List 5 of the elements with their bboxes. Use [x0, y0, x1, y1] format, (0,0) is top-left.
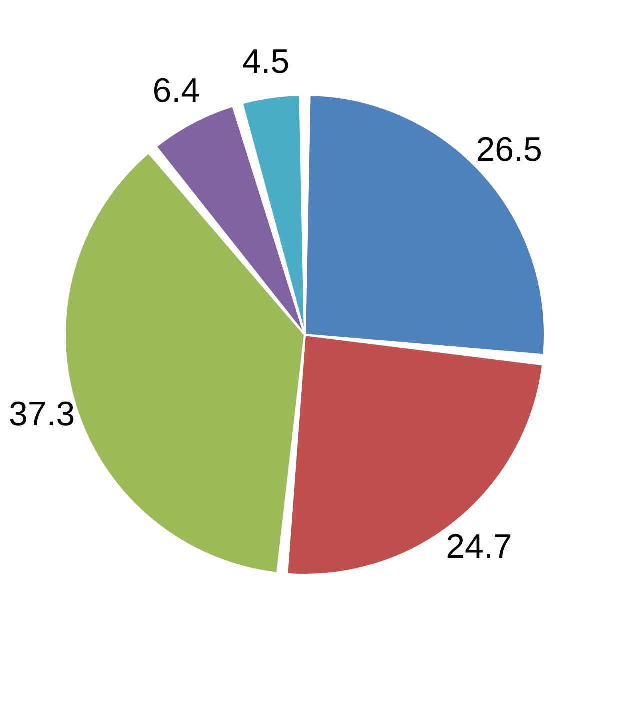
data-label: 26.5	[476, 130, 542, 169]
data-label: 4.5	[242, 42, 290, 81]
data-label: 6.4	[152, 72, 200, 110]
data-label: 24.7	[446, 528, 512, 566]
data-label: 37.3	[8, 396, 76, 434]
